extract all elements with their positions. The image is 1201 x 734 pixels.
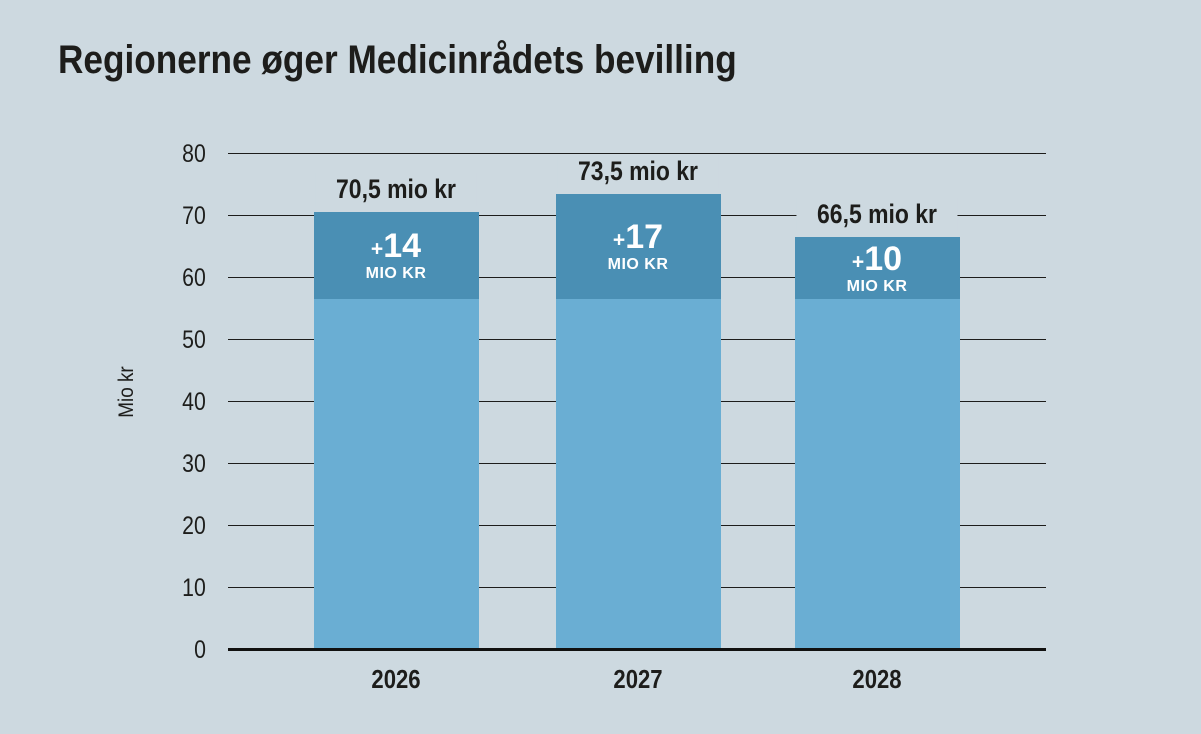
increase-amount-label: +14 bbox=[370, 227, 422, 266]
x-axis-label-value: 2026 bbox=[371, 664, 421, 694]
y-axis-tick-value: 80 bbox=[182, 139, 206, 168]
y-axis-tick-value: 0 bbox=[194, 635, 206, 664]
y-axis-tick-value: 30 bbox=[182, 449, 206, 478]
bar-increase-segment: +14 MIO KR bbox=[313, 212, 479, 300]
x-axis-line bbox=[228, 648, 1046, 651]
bar-increase-segment: +10 MIO KR bbox=[794, 237, 960, 300]
y-axis-tick-value: 50 bbox=[182, 325, 206, 354]
x-axis-label-2026: 2026 bbox=[367, 664, 425, 695]
plus-sign: + bbox=[851, 250, 865, 274]
increase-unit-label: MIO KR bbox=[607, 255, 669, 273]
bar-total-label: 73,5 mio kr bbox=[557, 154, 719, 188]
gridline bbox=[228, 152, 1046, 155]
y-axis-tick-label: 20 bbox=[0, 511, 206, 541]
y-axis-tick-label: 60 bbox=[0, 263, 206, 293]
x-axis-label-value: 2028 bbox=[852, 664, 902, 694]
plus-sign: + bbox=[370, 237, 384, 261]
y-axis-tick-value: 60 bbox=[182, 263, 206, 292]
bar-2027: +17 MIO KR bbox=[555, 193, 721, 650]
bar-2028: +10 MIO KR bbox=[794, 237, 960, 650]
y-axis-tick-label: 0 bbox=[0, 635, 206, 665]
increase-unit-label: MIO KR bbox=[846, 277, 908, 295]
bar-total-label: 70,5 mio kr bbox=[315, 173, 477, 207]
y-axis-tick-label: 70 bbox=[0, 201, 206, 231]
y-axis-tick-label: 80 bbox=[0, 139, 206, 169]
increase-amount-label: +10 bbox=[851, 239, 903, 278]
bar-total-label: 66,5 mio kr bbox=[796, 198, 958, 232]
plus-sign: + bbox=[612, 228, 626, 252]
x-axis-label-2028: 2028 bbox=[848, 664, 906, 695]
bar-total-value: 73,5 mio kr bbox=[578, 155, 698, 186]
y-axis-tick-value: 40 bbox=[182, 387, 206, 416]
y-axis-tick-value: 10 bbox=[182, 573, 206, 602]
x-axis-label-2027: 2027 bbox=[609, 664, 667, 695]
bar-total-value: 66,5 mio kr bbox=[817, 199, 937, 230]
increase-amount-label: +17 bbox=[612, 217, 664, 256]
y-axis-tick-label: 40 bbox=[0, 387, 206, 417]
bar-total-value: 70,5 mio kr bbox=[336, 174, 456, 205]
y-axis-tick-value: 70 bbox=[182, 201, 206, 230]
x-axis-label-value: 2027 bbox=[613, 664, 663, 694]
chart-title: Regionerne øger Medicinrådets bevilling bbox=[58, 38, 737, 82]
bar-2026: +14 MIO KR bbox=[313, 212, 479, 650]
bar-increase-segment: +17 MIO KR bbox=[555, 193, 721, 300]
y-axis-tick-label: 50 bbox=[0, 325, 206, 355]
y-axis-tick-label: 30 bbox=[0, 449, 206, 479]
y-axis-tick-value: 20 bbox=[182, 511, 206, 540]
y-axis-tick-label: 10 bbox=[0, 573, 206, 603]
increase-unit-label: MIO KR bbox=[365, 265, 427, 283]
